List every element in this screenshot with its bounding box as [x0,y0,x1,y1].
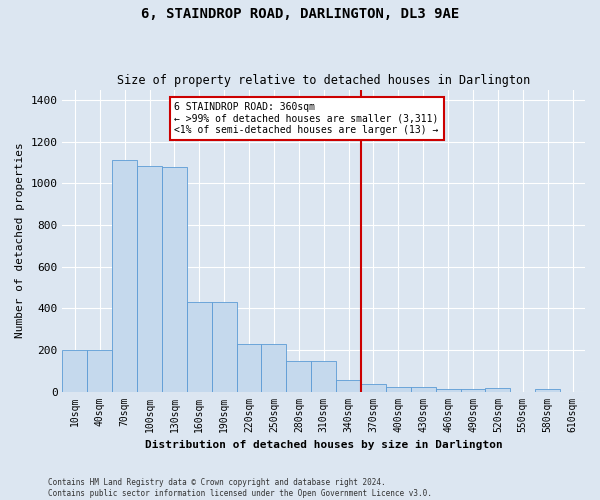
Bar [386,387,411,392]
Bar [262,344,286,392]
Y-axis label: Number of detached properties: Number of detached properties [15,142,25,338]
Bar [286,362,311,392]
Bar [535,389,560,392]
Bar [336,380,361,392]
Bar [187,302,212,392]
Bar [88,350,112,392]
Bar [361,384,386,392]
Bar [162,166,187,392]
Text: 6 STAINDROP ROAD: 360sqm
← >99% of detached houses are smaller (3,311)
<1% of se: 6 STAINDROP ROAD: 360sqm ← >99% of detac… [175,102,439,136]
Bar [137,166,162,392]
Text: Contains HM Land Registry data © Crown copyright and database right 2024.
Contai: Contains HM Land Registry data © Crown c… [48,478,432,498]
Bar [311,362,336,392]
Title: Size of property relative to detached houses in Darlington: Size of property relative to detached ho… [117,74,530,87]
Bar [485,388,511,392]
X-axis label: Distribution of detached houses by size in Darlington: Distribution of detached houses by size … [145,440,503,450]
Bar [212,302,236,392]
Bar [236,344,262,392]
Text: 6, STAINDROP ROAD, DARLINGTON, DL3 9AE: 6, STAINDROP ROAD, DARLINGTON, DL3 9AE [141,8,459,22]
Bar [62,350,88,392]
Bar [112,160,137,392]
Bar [411,387,436,392]
Bar [436,389,461,392]
Bar [461,389,485,392]
